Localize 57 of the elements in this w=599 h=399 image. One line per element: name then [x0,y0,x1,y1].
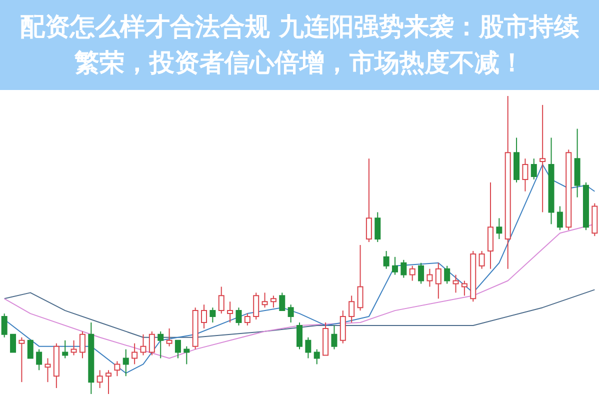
candlestick [487,182,494,270]
candlestick [496,218,502,240]
candlestick [70,340,77,356]
chart-title: 配资怎么样才合法合规 九连阳强势来袭：股市持续繁荣，投资者信心倍增，市场热度不减！ [19,11,580,79]
candlestick [452,274,459,294]
candlestick [27,340,34,359]
candlestick [201,304,208,329]
candlestick [556,206,563,231]
candlestick [140,334,146,356]
candlestick [331,324,338,350]
candlestick [210,307,216,323]
candlestick [461,280,468,296]
candlestick [244,313,250,326]
candlestick [227,301,234,323]
candlestick [184,346,190,365]
candlestick [383,250,390,270]
candlestick [530,158,537,180]
candlestick [392,256,398,276]
candlestick [314,348,320,365]
candlestick [409,265,416,282]
candlestick [122,348,129,377]
candlestick [253,292,260,320]
candlestick [374,212,381,243]
candlestick [340,310,346,344]
candlestick [174,340,181,359]
candlestick [418,262,424,284]
candlestick [270,295,276,308]
candlestick [44,358,51,383]
candlestick [18,336,25,383]
candlestick [36,348,42,371]
candlestick [305,336,312,359]
candlestick [426,268,433,288]
candlestick [279,292,286,312]
candlestick [435,262,442,300]
candlestick [132,342,138,365]
candlestick [114,360,120,377]
candlestick [236,307,242,326]
candlestick [166,328,172,347]
candlestick [400,259,407,278]
candlestick [218,286,224,314]
candlestick [478,250,485,270]
candlestick [1,313,8,338]
candlestick [262,292,268,308]
candlestick [62,340,68,359]
candlestick [366,158,372,243]
candlestick [357,244,364,312]
candlestick [148,330,155,356]
candlestick [348,295,355,323]
candlestick [288,304,294,323]
candlestick [10,334,16,353]
candlestick [158,330,164,359]
candlestick [96,370,103,389]
candlestick [522,158,528,192]
candlestick [540,104,546,213]
candlestick [79,330,86,359]
candlestick [444,265,450,284]
candlestick [296,322,302,350]
